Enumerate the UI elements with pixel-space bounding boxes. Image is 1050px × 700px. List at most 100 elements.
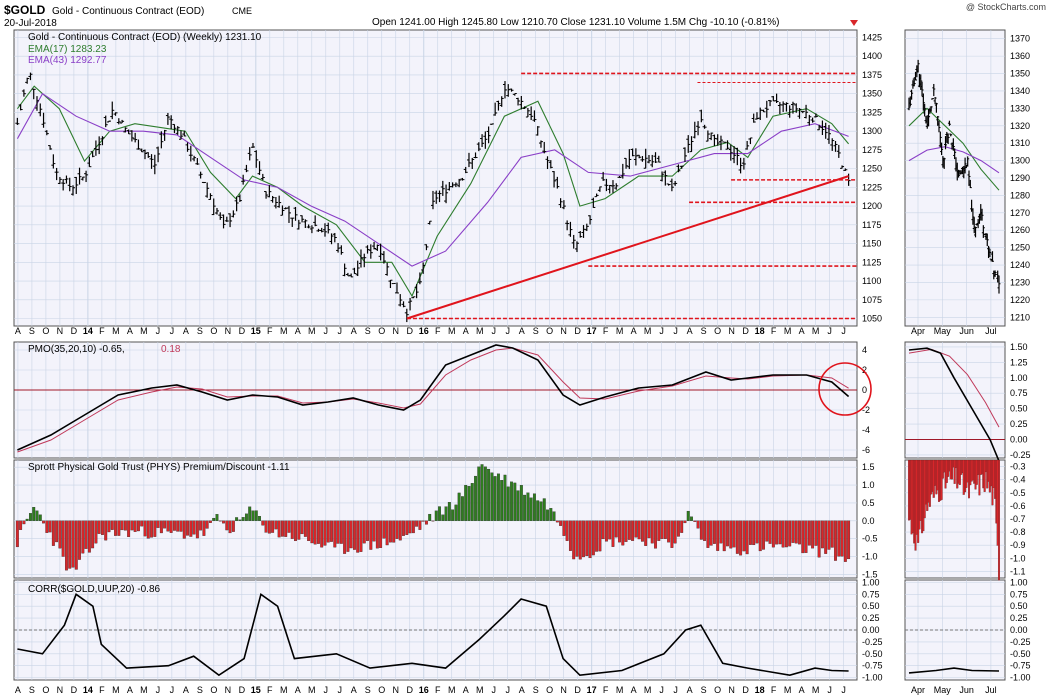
- phys-bar-weekly: [35, 510, 39, 521]
- price-bar-daily: [946, 133, 950, 145]
- phys-bar-weekly: [330, 520, 333, 542]
- phys-bar-weekly: [706, 520, 710, 548]
- phys-bar-weekly: [814, 520, 818, 546]
- phys-bar-weekly: [549, 508, 553, 521]
- phys-bar-weekly: [552, 511, 556, 521]
- x-tick-label: O: [714, 685, 721, 695]
- phys-bar-weekly: [758, 520, 762, 552]
- pmo-legend: PMO(35,20,10) -0.65,: [28, 344, 125, 355]
- price-bar-weekly: [303, 219, 308, 228]
- phys-bar-weekly: [100, 520, 104, 535]
- phys-bar-weekly: [356, 520, 360, 553]
- x-tick-label: A: [631, 685, 637, 695]
- price-bar-weekly: [70, 185, 75, 196]
- price-bar-weekly: [457, 178, 462, 188]
- price-bar-weekly: [810, 117, 815, 123]
- x-tick-label: M: [140, 685, 148, 695]
- phys-bar-weekly: [834, 520, 837, 561]
- price-bar-weekly: [224, 216, 229, 222]
- phys-bar-weekly: [231, 520, 235, 532]
- phys-bar-weekly: [847, 520, 851, 560]
- phys-bar-weekly: [460, 496, 464, 521]
- phys-bar-weekly: [313, 520, 317, 545]
- price-bar-weekly: [460, 177, 465, 181]
- price-bar-weekly: [41, 112, 46, 128]
- phys-bar-weekly: [120, 520, 124, 531]
- phys-bar-weekly: [804, 520, 808, 553]
- phys-bar-weekly: [143, 520, 147, 537]
- x-tick-label: O: [378, 685, 385, 695]
- y-tick-label: 1175: [862, 220, 881, 230]
- price-bar-weekly: [221, 214, 226, 229]
- phys-bar-weekly: [228, 520, 232, 534]
- price-bar-weekly: [378, 243, 383, 261]
- phys-bar-weekly: [349, 520, 353, 549]
- price-bar-weekly: [738, 157, 743, 174]
- phys-bar-weekly: [523, 494, 527, 521]
- x-tick-label: O: [42, 685, 49, 695]
- price-bar-weekly: [660, 171, 665, 182]
- price-bar-weekly: [486, 126, 491, 144]
- price-bar-weekly: [51, 154, 56, 169]
- x-tick-label: J: [673, 326, 678, 336]
- price-bar-daily: [944, 136, 948, 150]
- phys-bar-weekly: [179, 520, 183, 532]
- x-tick-label: F: [267, 685, 273, 695]
- price-bar-weekly: [139, 148, 144, 153]
- phys-bar-weekly: [467, 486, 471, 521]
- price-bar-daily: [981, 225, 985, 238]
- price-bar-weekly: [624, 157, 629, 169]
- x-tick-label: 18: [755, 326, 765, 336]
- y-tick-label: -0.9: [1010, 540, 1026, 550]
- phys-bar-weekly: [136, 520, 140, 532]
- phys-bar-weekly: [415, 520, 419, 527]
- price-bar-weekly: [401, 301, 406, 308]
- price-bar-weekly: [417, 272, 422, 285]
- price-bar-weekly: [175, 126, 180, 135]
- price-bar-weekly: [555, 176, 560, 189]
- chart-header: $GOLD Gold - Continuous Contract (EOD) C…: [4, 2, 1046, 29]
- price-bar-weekly: [669, 178, 674, 192]
- price-bar-weekly: [110, 101, 115, 120]
- price-bar-weekly: [211, 198, 216, 216]
- x-tick-label: N: [393, 685, 400, 695]
- price-bar-weekly: [388, 279, 393, 289]
- phys-bar-daily: [951, 459, 954, 480]
- phys-bar-weekly: [310, 520, 314, 544]
- price-bar-daily: [966, 156, 970, 167]
- price-bar-weekly: [542, 141, 547, 154]
- price-bar-daily: [930, 98, 934, 100]
- y-tick-label: 0.25: [862, 613, 880, 623]
- phys-bar-weekly: [146, 520, 150, 539]
- price-bar-weekly: [692, 121, 697, 139]
- y-tick-label: 1275: [862, 145, 882, 155]
- x-tick-label: J: [338, 326, 343, 336]
- y-tick-label: 1.25: [1010, 357, 1028, 367]
- price-bar-weekly: [823, 122, 828, 139]
- price-bar-weekly: [182, 130, 187, 137]
- phys-bar-weekly: [169, 520, 173, 533]
- y-tick-label: 1280: [1010, 190, 1030, 200]
- phys-bar-weekly: [297, 520, 301, 540]
- price-bar-daily: [933, 96, 937, 105]
- phys-bar-weekly: [405, 520, 409, 535]
- price-bar-weekly: [411, 296, 416, 299]
- price-bar-weekly: [774, 93, 779, 104]
- phys-bar-weekly: [434, 510, 438, 521]
- price-bar-weekly: [152, 154, 157, 175]
- y-tick-label: 1.0: [862, 480, 875, 490]
- phys-bar-weekly: [127, 520, 131, 537]
- price-bar-daily: [914, 71, 918, 81]
- phys-bar-weekly: [300, 520, 304, 535]
- phys-bar-weekly: [375, 520, 379, 549]
- phys-bar-weekly: [81, 520, 85, 554]
- x-tick-label: F: [771, 685, 777, 695]
- price-bar-daily: [949, 133, 953, 137]
- phys-bar-weekly: [474, 475, 477, 521]
- price-bar-daily: [920, 81, 924, 97]
- phys-bar-weekly: [712, 520, 716, 544]
- phys-bar-weekly: [768, 520, 772, 544]
- phys-bar-weekly: [395, 520, 399, 539]
- price-bar-weekly: [280, 205, 285, 216]
- panel-legends: Gold - Continuous Contract (EOD) (Weekly…: [28, 32, 290, 595]
